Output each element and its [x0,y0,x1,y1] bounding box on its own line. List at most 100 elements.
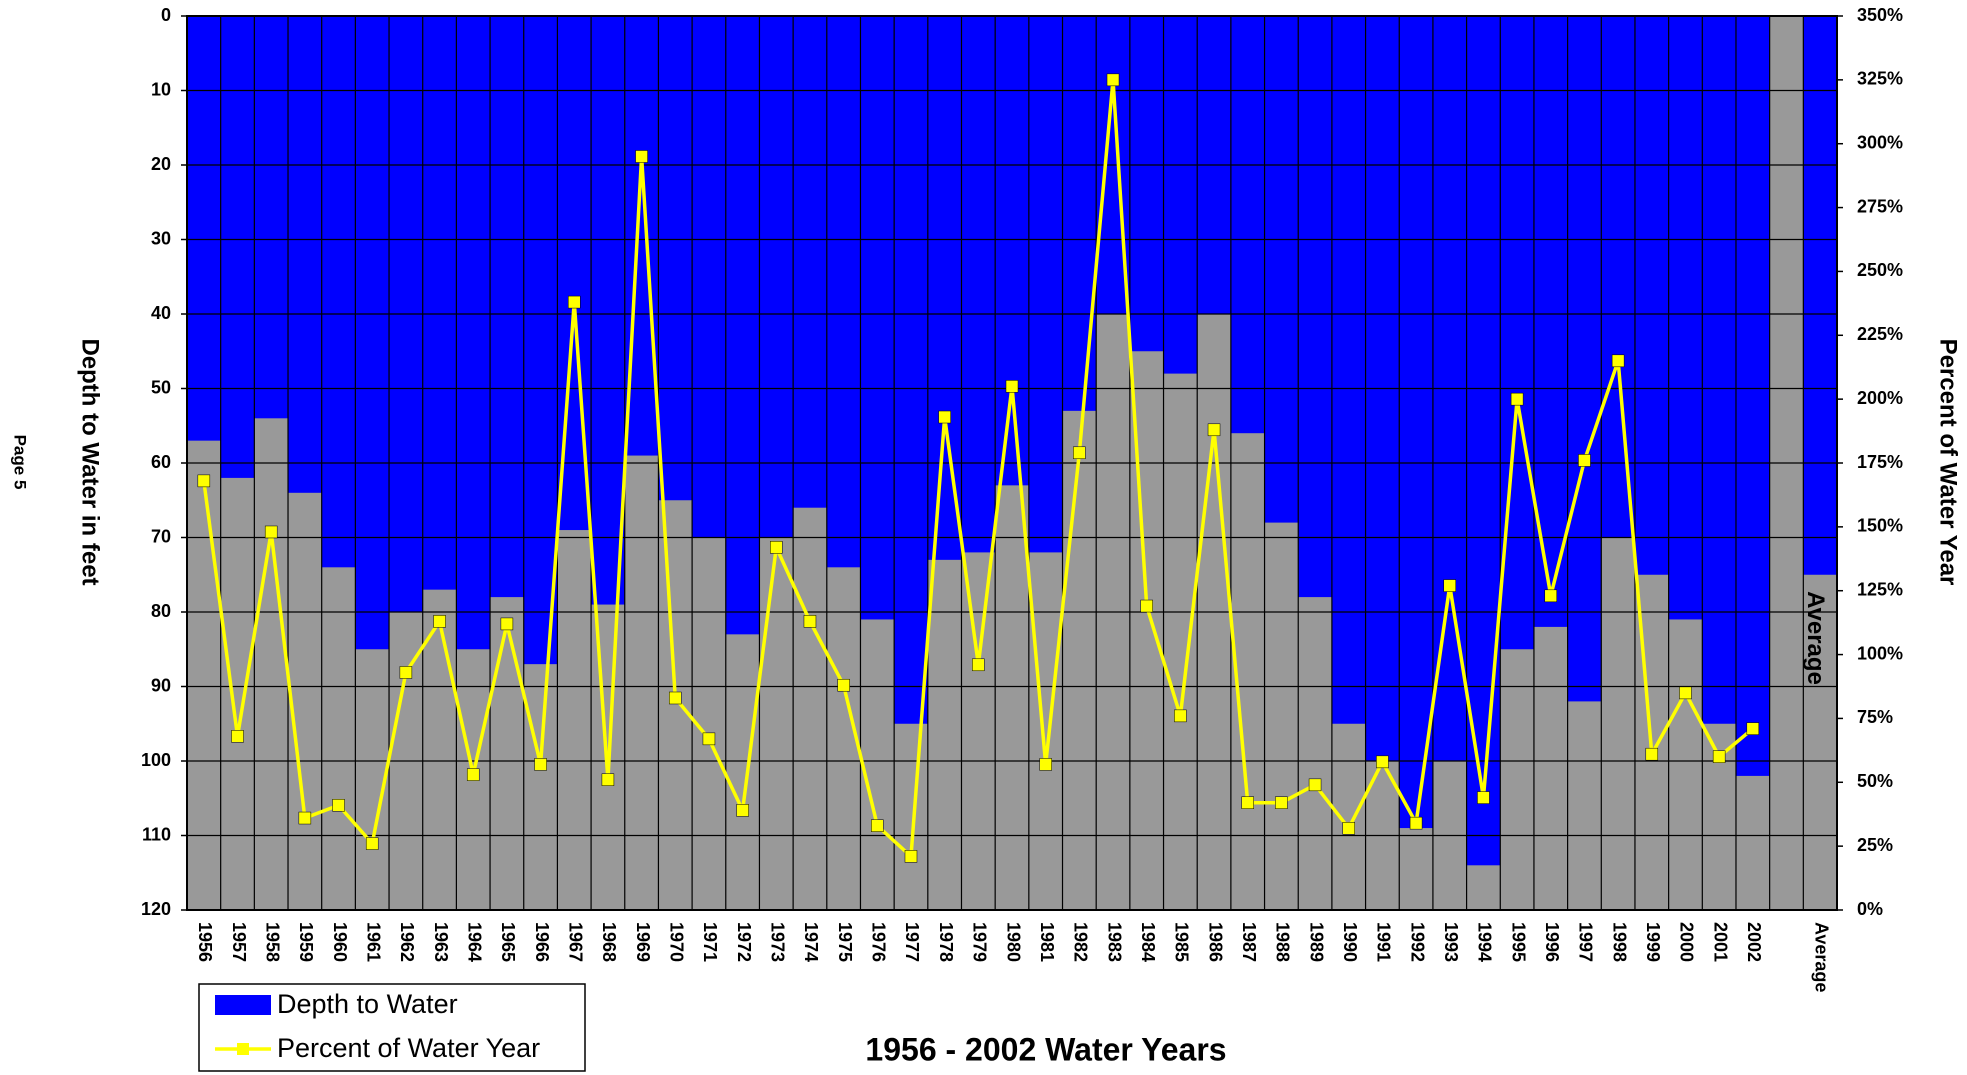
x-tick-label: 1986 [1205,922,1225,962]
x-tick-label: 1968 [599,922,619,962]
bar [725,16,760,635]
bar [254,16,289,419]
x-tick-label: 1964 [464,922,484,962]
bar [1634,16,1669,575]
x-tick-label: 1983 [1104,922,1124,962]
x-tick-label: 1966 [532,922,552,962]
bar [591,16,625,605]
bar [220,16,255,478]
bar [1062,16,1097,411]
line-marker [1746,722,1760,735]
line-marker [466,768,480,781]
bar [1264,16,1299,523]
y-tick-label: 0 [161,5,171,25]
x-tick-label: 1961 [363,922,383,962]
line-marker [264,525,278,539]
x-tick-label: 1988 [1273,922,1293,962]
y2-tick-label: 300% [1857,132,1903,152]
y2-axis-title: Percent of Water Year [1935,339,1962,586]
y2-tick-label: 50% [1857,771,1893,791]
x-tick-label: 1972 [734,922,754,962]
legend-label: Percent of Water Year [277,1033,540,1063]
x-tick-label: 1962 [397,922,417,962]
line-marker [635,150,648,163]
x-tick-label: 1967 [565,922,585,962]
line-marker [1342,822,1355,835]
line-marker [1308,778,1322,792]
bar [1466,16,1501,866]
x-tick-label: 1965 [498,922,518,962]
line-marker [1005,380,1019,393]
line-marker [1106,73,1120,87]
x-tick-label: 1971 [700,922,720,962]
bar [759,16,794,538]
y-tick-label: 70 [151,526,171,546]
bar [1668,16,1703,620]
x-tick-label: 1957 [229,922,249,962]
line-marker [770,541,783,554]
bar [187,16,221,441]
line-marker [231,730,244,743]
line-marker [298,811,312,825]
line-marker [736,804,749,817]
x-tick-label: 1959 [296,922,316,962]
line-marker [1443,579,1457,592]
line-marker [1140,599,1153,613]
y-tick-label: 20 [151,154,171,174]
line-marker [1712,750,1726,763]
x-tick-label: 1991 [1374,922,1394,962]
x-tick-label: 1990 [1340,922,1360,962]
x-tick-label: 1958 [262,922,282,962]
bar [658,16,693,501]
x-axis-title: 1956 - 2002 Water Years [865,1031,1226,1067]
y2-tick-label: 100% [1857,643,1903,663]
x-tick-label: 1997 [1576,922,1596,962]
line-marker [433,615,446,628]
y2-tick-label: 75% [1857,707,1893,727]
line-marker [1241,796,1254,809]
bar [321,16,356,568]
line-marker [1275,796,1288,809]
bar [1702,16,1736,724]
annotation: Average [1802,591,1829,685]
x-tick-label: 1992 [1407,922,1427,962]
legend-swatch [215,995,271,1015]
y2-tick-label: 200% [1857,388,1903,408]
y-tick-label: 30 [151,228,171,248]
bar [1230,16,1265,434]
line-marker [1477,791,1490,804]
y-tick-label: 90 [151,675,171,695]
x-tick-label: 1994 [1475,922,1495,962]
x-tick-label: 1956 [195,922,215,962]
bar [490,16,524,598]
x-tick-label: 1970 [667,922,687,962]
y-tick-label: 120 [141,899,171,919]
x-tick-label: 1980 [1003,922,1023,962]
bar [1129,16,1164,352]
line-marker [1544,589,1558,603]
x-tick-label: 1963 [431,922,451,962]
y2-tick-label: 150% [1857,516,1903,536]
bar [793,16,827,508]
line-marker [972,658,985,672]
line-marker [1174,709,1187,723]
y2-tick-label: 350% [1857,5,1903,25]
x-tick-label: 1975 [835,922,855,962]
x-tick-label: 1984 [1138,922,1158,962]
bar [1567,16,1602,702]
legend-marker [237,1043,249,1055]
line-marker [669,691,682,705]
line-marker [365,837,379,850]
line-marker [1376,755,1389,769]
line-marker [1409,816,1423,830]
y2-tick-label: 225% [1857,324,1903,344]
line-marker [332,799,345,812]
x-tick-label: 1969 [633,922,653,962]
line-marker [702,732,716,746]
x-tick-label: Average [1811,922,1831,992]
bar [1028,16,1063,553]
x-tick-label: 1993 [1441,922,1461,962]
x-tick-label: 1977 [902,922,922,962]
